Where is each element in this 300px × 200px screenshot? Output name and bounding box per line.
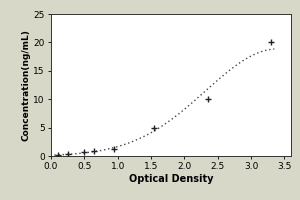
Y-axis label: Concentration(ng/mL): Concentration(ng/mL) [22,29,31,141]
X-axis label: Optical Density: Optical Density [129,174,213,184]
